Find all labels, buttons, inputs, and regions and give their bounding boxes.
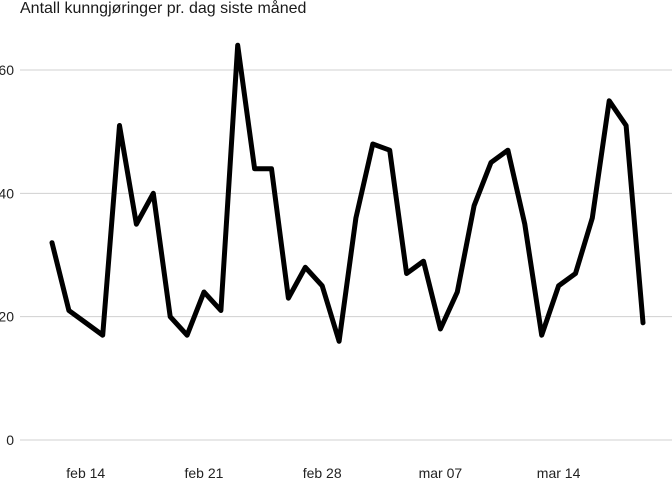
data-point [218, 308, 223, 313]
y-tick-label: 40 [0, 185, 14, 201]
series-line [49, 42, 646, 344]
data-point [539, 333, 544, 338]
data-point [556, 283, 561, 288]
data-point [303, 265, 308, 270]
data-point [286, 296, 291, 301]
x-tick-label: feb 21 [185, 465, 224, 480]
data-point [185, 333, 190, 338]
data-point [421, 259, 426, 264]
y-axis-tick-labels: 0 20 40 60 [0, 62, 14, 448]
data-point [320, 283, 325, 288]
data-point [387, 148, 392, 153]
data-point [151, 191, 156, 196]
y-tick-label: 60 [0, 62, 14, 78]
data-point [66, 308, 71, 313]
data-point [337, 339, 342, 344]
data-point [607, 98, 612, 103]
data-point [438, 327, 443, 332]
y-tick-label: 20 [0, 309, 14, 325]
data-point [472, 203, 477, 208]
x-axis-tick-labels: feb 14 feb 21 feb 28 mar 07 mar 14 [66, 465, 580, 480]
data-point [117, 123, 122, 128]
y-tick-label: 0 [6, 432, 14, 448]
data-point [522, 222, 527, 227]
data-point [624, 123, 629, 128]
data-point [201, 290, 206, 295]
data-point [573, 271, 578, 276]
data-point [353, 216, 358, 221]
data-point [50, 240, 55, 245]
data-point [404, 271, 409, 276]
data-point [370, 142, 375, 147]
data-point [269, 166, 274, 171]
x-tick-label: feb 28 [303, 465, 342, 480]
data-point [505, 148, 510, 153]
x-tick-label: mar 07 [419, 465, 463, 480]
chart-title: Antall kunngjøringer pr. dag siste måned [20, 0, 307, 17]
data-point [134, 222, 139, 227]
series-layer [49, 42, 646, 344]
data-point [168, 314, 173, 319]
data-point [455, 290, 460, 295]
data-point [590, 216, 595, 221]
x-tick-label: feb 14 [66, 465, 105, 480]
data-point [100, 333, 105, 338]
data-point [252, 166, 257, 171]
data-point [641, 320, 646, 325]
data-point [83, 320, 88, 325]
data-point [235, 43, 240, 48]
x-tick-label: mar 14 [537, 465, 581, 480]
data-point [489, 160, 494, 165]
